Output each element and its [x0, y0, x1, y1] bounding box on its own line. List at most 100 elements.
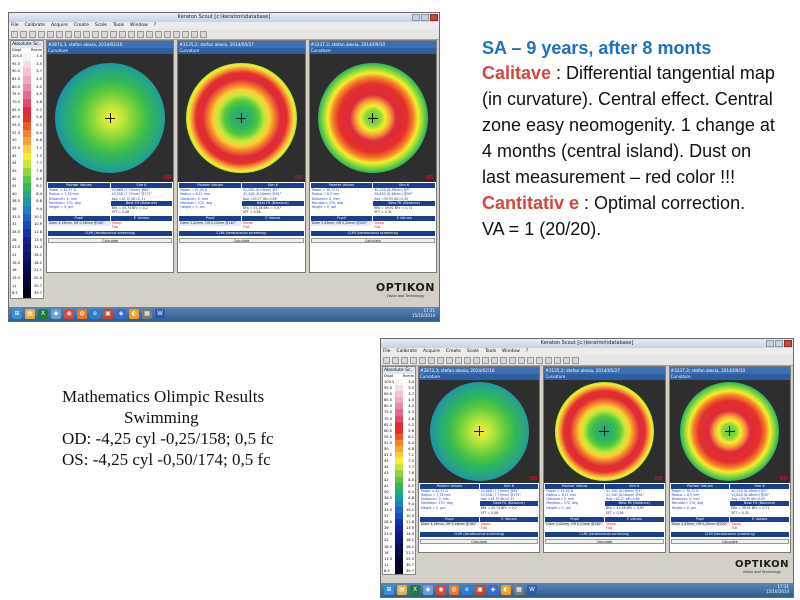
toolbar-button[interactable]	[464, 356, 471, 364]
menu-item-acquire[interactable]: Acquire	[422, 349, 440, 354]
app-icon[interactable]: ◐	[129, 309, 139, 319]
toolbar-button[interactable]	[419, 356, 426, 364]
toolbar-button[interactable]	[455, 356, 462, 364]
toolbar-button[interactable]	[572, 356, 579, 364]
curvature-map[interactable]: OD	[419, 380, 540, 483]
menu-item-file[interactable]: File	[11, 23, 19, 28]
app-icon[interactable]: ▦	[514, 585, 524, 595]
app-icon[interactable]: ▣	[475, 585, 485, 595]
menu-item-scale[interactable]: Scale	[466, 349, 479, 354]
word-icon[interactable]: W	[527, 585, 537, 595]
toolbar-button[interactable]	[554, 356, 561, 364]
toolbar-button[interactable]	[563, 356, 570, 364]
minimize-button[interactable]	[766, 340, 774, 347]
toolbar-button[interactable]	[38, 30, 45, 38]
calculate-button[interactable]: Calculate	[310, 238, 435, 244]
clmi-button[interactable]: CLMI (keratoconus screening)	[545, 531, 664, 537]
menu-item-calibrate[interactable]: Calibrate	[396, 349, 417, 354]
minimize-button[interactable]	[412, 14, 420, 21]
toolbar-button[interactable]	[119, 30, 126, 38]
explorer-icon[interactable]: ▤	[25, 309, 35, 319]
toolbar-button[interactable]	[473, 356, 480, 364]
menu-item-file[interactable]: File	[383, 349, 391, 354]
toolbar-button[interactable]	[173, 30, 180, 38]
toolbar-button[interactable]	[11, 30, 18, 38]
toolbar-button[interactable]	[182, 30, 189, 38]
toolbar-button[interactable]	[155, 30, 162, 38]
toolbar-button[interactable]	[200, 30, 207, 38]
toolbar-button[interactable]	[137, 30, 144, 38]
menu-item-acquire[interactable]: Acquire	[50, 23, 68, 28]
ie-icon[interactable]: e	[90, 309, 100, 319]
topography-panel[interactable]: #3237,3; stefan alexia, 2014/09/10 Curvat…	[308, 40, 437, 273]
toolbar-button[interactable]	[146, 30, 153, 38]
menu-item-tools[interactable]: Tools	[484, 349, 497, 354]
close-button[interactable]	[784, 340, 792, 347]
explorer-icon[interactable]: ▤	[397, 585, 407, 595]
curvature-map[interactable]: OD	[178, 54, 305, 183]
toolbar-button[interactable]	[446, 356, 453, 364]
toolbar-button[interactable]	[74, 30, 81, 38]
calculate-button[interactable]: Calculate	[670, 538, 789, 544]
excel-icon[interactable]: X	[38, 309, 48, 319]
calculate-button[interactable]: Calculate	[545, 538, 664, 544]
toolbar-button[interactable]	[410, 356, 417, 364]
toolbar-button[interactable]	[47, 30, 54, 38]
toolbar-button[interactable]	[482, 356, 489, 364]
excel-icon[interactable]: X	[410, 585, 420, 595]
toolbar-button[interactable]	[545, 356, 552, 364]
clmi-button[interactable]: CLMI (keratoconus screening)	[420, 531, 539, 537]
menu-item-window[interactable]: Window	[502, 349, 520, 354]
toolbar-button[interactable]	[500, 356, 507, 364]
app-icon[interactable]: ◆	[423, 585, 433, 595]
app-icon[interactable]: ▣	[103, 309, 113, 319]
maximize-button[interactable]	[421, 14, 429, 21]
menu-item-calibrate[interactable]: Calibrate	[24, 23, 45, 28]
toolbar-button[interactable]	[92, 30, 99, 38]
topography-panel[interactable]: #3135,2; stefan alexia, 2014/05/27 Curvat…	[177, 40, 306, 273]
toolbar-button[interactable]	[191, 30, 198, 38]
calculate-button[interactable]: Calculate	[48, 238, 173, 244]
curvature-map[interactable]: OD	[47, 54, 174, 183]
menu-item-create[interactable]: Create	[73, 23, 89, 28]
toolbar-button[interactable]	[164, 30, 171, 38]
menu-item-[interactable]: ?	[153, 23, 157, 28]
toolbar-button[interactable]	[29, 30, 36, 38]
toolbar-button[interactable]	[437, 356, 444, 364]
clmi-button[interactable]: CLMI (keratoconus screening)	[310, 231, 435, 237]
chrome-icon[interactable]: ◉	[436, 585, 446, 595]
firefox-icon[interactable]: ◍	[449, 585, 459, 595]
menu-item-[interactable]: ?	[525, 349, 529, 354]
toolbar-button[interactable]	[527, 356, 534, 364]
curvature-map[interactable]: OD	[544, 380, 665, 483]
curvature-map[interactable]: OD	[309, 54, 436, 183]
clmi-button[interactable]: CLMI (keratoconus screening)	[179, 231, 304, 237]
menu-item-window[interactable]: Window	[130, 23, 148, 28]
toolbar-button[interactable]	[20, 30, 27, 38]
app-icon[interactable]: ◈	[488, 585, 498, 595]
app-icon[interactable]: ◆	[51, 309, 61, 319]
toolbar-button[interactable]	[509, 356, 516, 364]
app-icon[interactable]: ◐	[501, 585, 511, 595]
clmi-button[interactable]: CLMI (keratoconus screening)	[670, 531, 789, 537]
app-icon[interactable]: ◈	[116, 309, 126, 319]
word-icon[interactable]: W	[155, 309, 165, 319]
calculate-button[interactable]: Calculate	[420, 538, 539, 544]
close-button[interactable]	[430, 14, 438, 21]
topography-panel[interactable]: #2872,3; stefan alexia, 2014/02/10 Curvat…	[46, 40, 175, 273]
chrome-icon[interactable]: ◉	[64, 309, 74, 319]
maximize-button[interactable]	[775, 340, 783, 347]
calculate-button[interactable]: Calculate	[179, 238, 304, 244]
toolbar-button[interactable]	[110, 30, 117, 38]
start-button[interactable]: ⊞	[384, 585, 394, 595]
toolbar-button[interactable]	[128, 30, 135, 38]
menu-item-tools[interactable]: Tools	[112, 23, 125, 28]
start-button[interactable]: ⊞	[12, 309, 22, 319]
toolbar-button[interactable]	[392, 356, 399, 364]
toolbar-button[interactable]	[56, 30, 63, 38]
menu-item-create[interactable]: Create	[445, 349, 461, 354]
topography-panel[interactable]: #2872,3; stefan alexia, 2014/02/10 Curvat…	[418, 366, 541, 553]
ie-icon[interactable]: e	[462, 585, 472, 595]
curvature-map[interactable]: OD	[669, 380, 790, 483]
clmi-button[interactable]: CLMI (keratoconus screening)	[48, 231, 173, 237]
